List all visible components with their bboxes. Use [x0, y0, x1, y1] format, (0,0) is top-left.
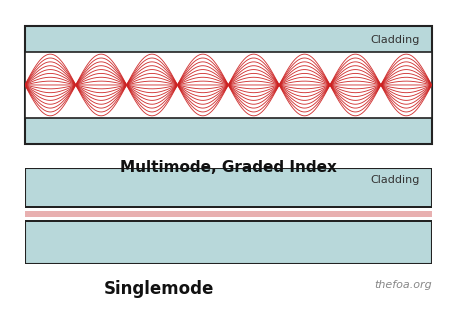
Text: Singlemode: Singlemode — [104, 280, 214, 299]
Bar — [25, 211, 431, 217]
Text: Cladding: Cladding — [369, 175, 419, 185]
Bar — [25, 208, 431, 220]
Text: Cladding: Cladding — [369, 35, 419, 45]
Text: Multimode, Graded Index: Multimode, Graded Index — [120, 160, 336, 175]
Bar — [25, 52, 431, 118]
Text: thefoa.org: thefoa.org — [373, 280, 431, 290]
Bar — [25, 206, 431, 222]
